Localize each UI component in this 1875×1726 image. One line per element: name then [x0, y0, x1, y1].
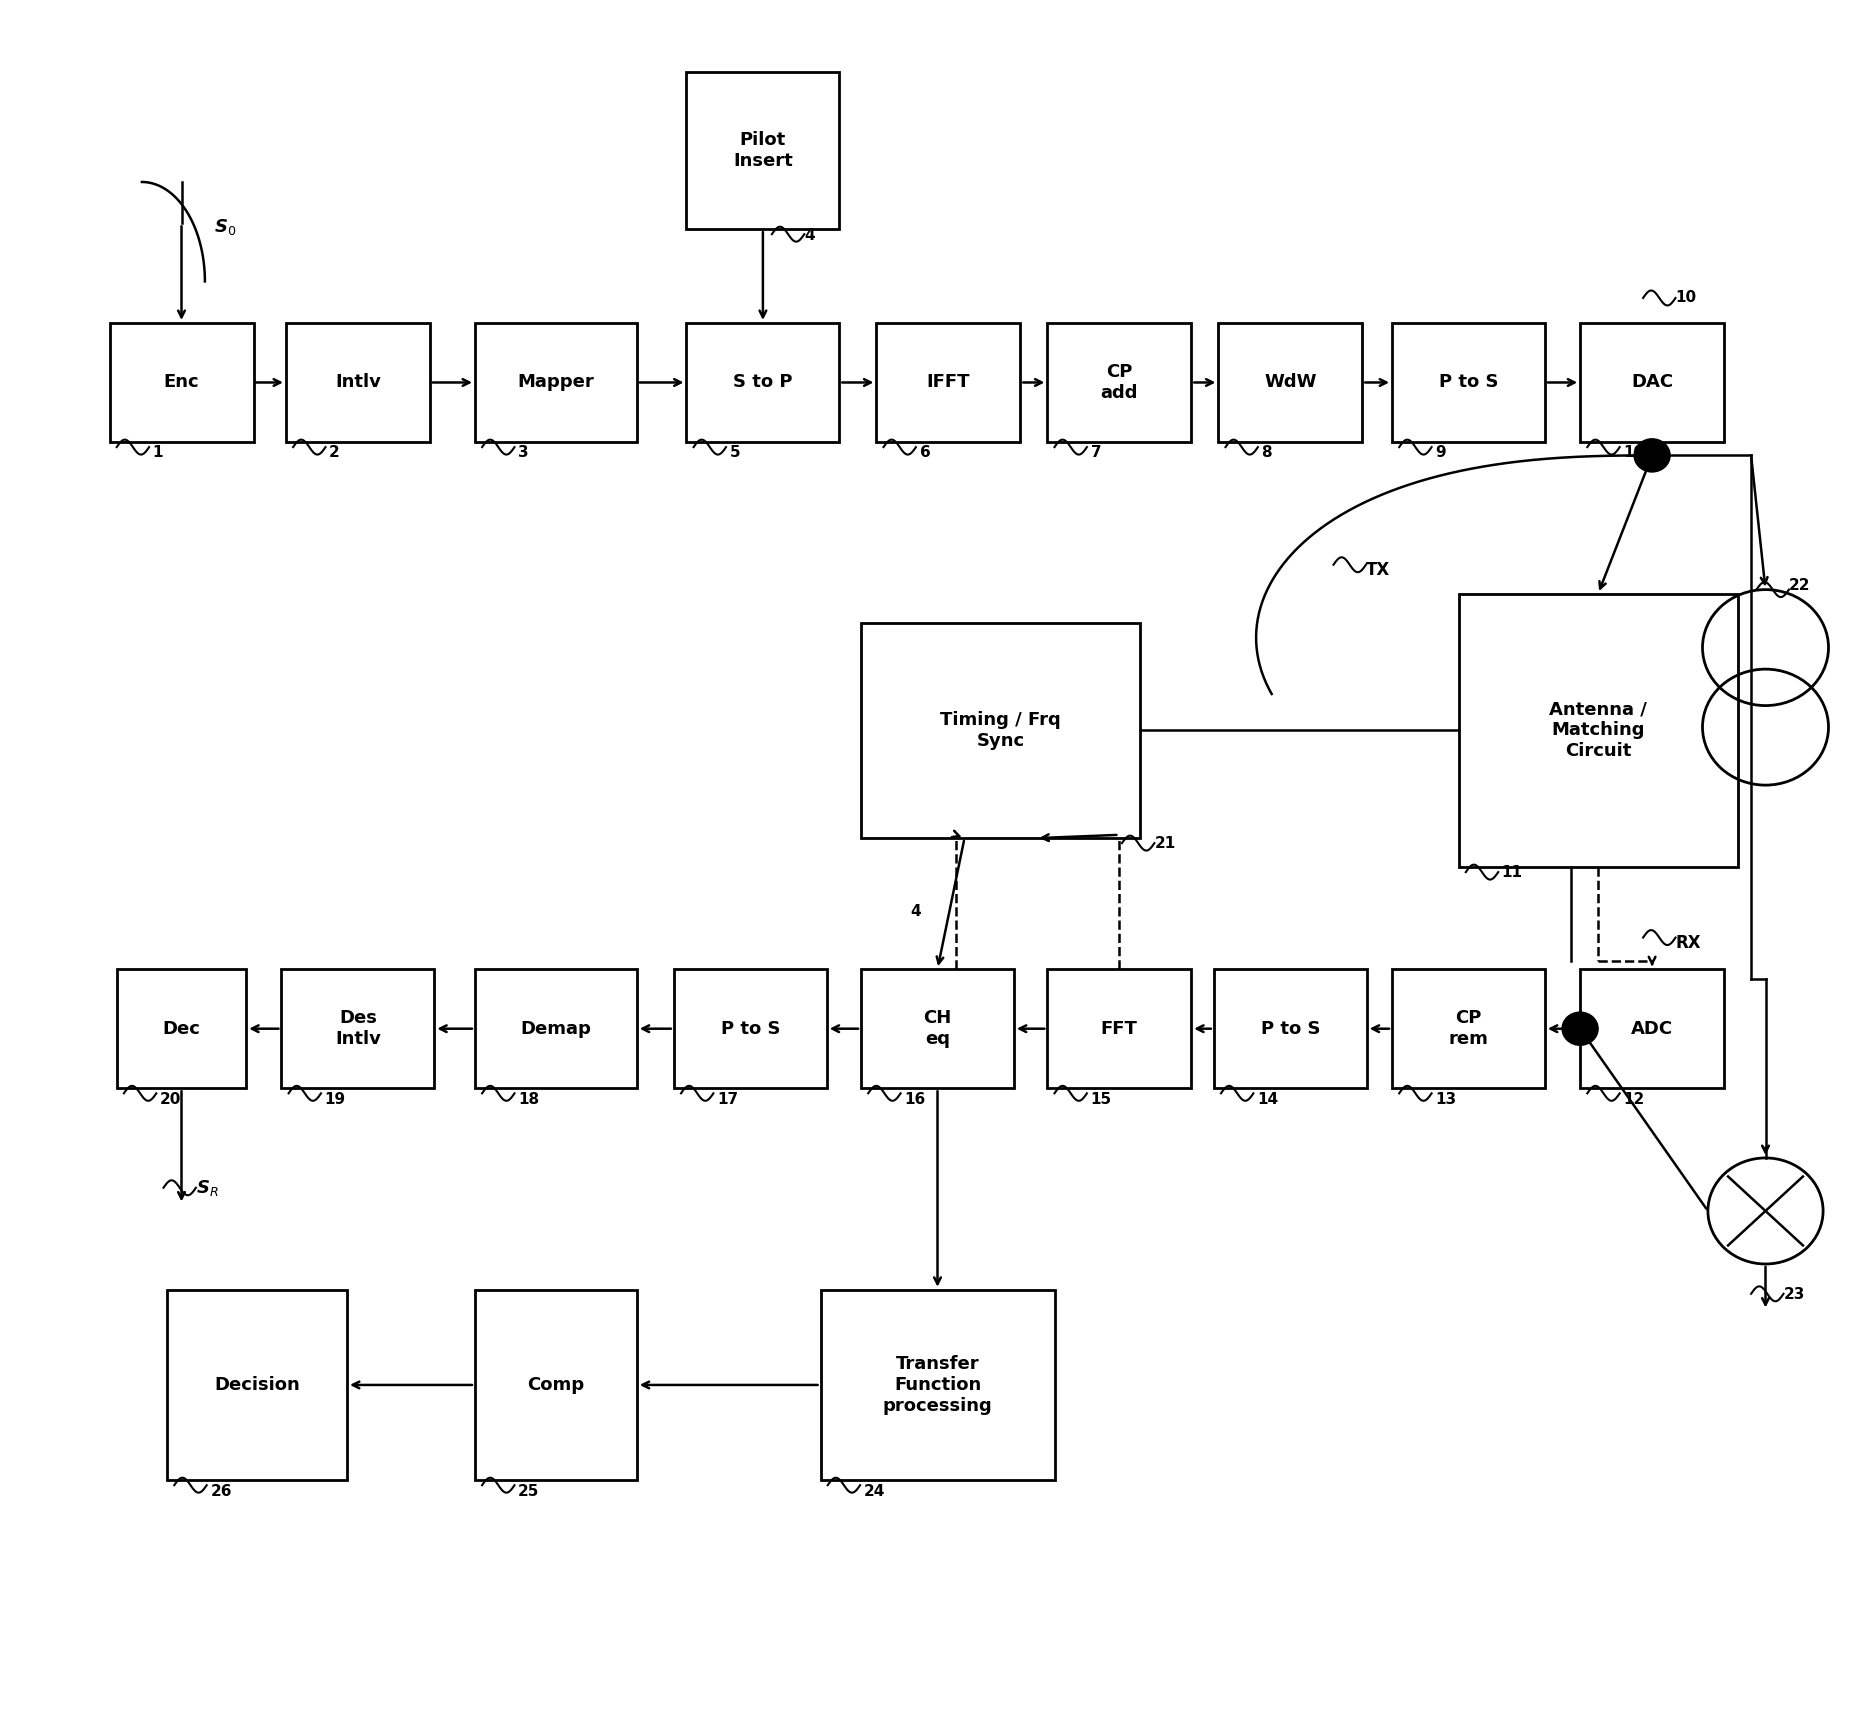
FancyBboxPatch shape: [861, 968, 1014, 1089]
Text: 1: 1: [152, 445, 163, 461]
FancyBboxPatch shape: [1213, 968, 1367, 1089]
Text: 26: 26: [210, 1484, 232, 1498]
Text: 4: 4: [911, 904, 921, 920]
FancyBboxPatch shape: [285, 323, 429, 442]
Text: 3: 3: [518, 445, 529, 461]
FancyBboxPatch shape: [876, 323, 1020, 442]
Text: 7: 7: [1091, 445, 1101, 461]
FancyBboxPatch shape: [1581, 968, 1725, 1089]
Text: 24: 24: [864, 1484, 885, 1498]
FancyBboxPatch shape: [686, 72, 840, 230]
FancyBboxPatch shape: [1459, 594, 1738, 866]
Text: Enc: Enc: [163, 373, 199, 392]
Text: 10: 10: [1624, 445, 1644, 461]
Text: 12: 12: [1624, 1091, 1644, 1106]
FancyBboxPatch shape: [673, 968, 827, 1089]
Text: 6: 6: [919, 445, 930, 461]
Text: 10: 10: [1676, 290, 1697, 306]
Text: P to S: P to S: [1438, 373, 1498, 392]
FancyBboxPatch shape: [1048, 968, 1191, 1089]
FancyBboxPatch shape: [167, 1289, 347, 1481]
Text: P to S: P to S: [1260, 1020, 1320, 1037]
Text: 5: 5: [729, 445, 741, 461]
Text: 18: 18: [518, 1091, 540, 1106]
Text: 17: 17: [716, 1091, 739, 1106]
Text: 23: 23: [1783, 1288, 1806, 1301]
Text: 2: 2: [330, 445, 339, 461]
Text: S$_R$: S$_R$: [195, 1177, 219, 1198]
Text: CP
add: CP add: [1101, 362, 1138, 402]
FancyBboxPatch shape: [1391, 323, 1545, 442]
Text: Mapper: Mapper: [518, 373, 594, 392]
Text: 11: 11: [1502, 865, 1522, 880]
Text: ADC: ADC: [1631, 1020, 1672, 1037]
Text: TX: TX: [1365, 561, 1389, 578]
Text: 15: 15: [1091, 1091, 1112, 1106]
Text: CH
eq: CH eq: [922, 1010, 952, 1048]
Text: S$_0$: S$_0$: [214, 217, 236, 236]
FancyBboxPatch shape: [1048, 323, 1191, 442]
Circle shape: [1635, 438, 1671, 471]
Text: CP
rem: CP rem: [1449, 1010, 1489, 1048]
Text: IFFT: IFFT: [926, 373, 969, 392]
FancyBboxPatch shape: [861, 623, 1140, 839]
FancyBboxPatch shape: [1391, 968, 1545, 1089]
Text: 21: 21: [1155, 837, 1176, 851]
Text: 22: 22: [1789, 578, 1811, 594]
Text: Des
Intlv: Des Intlv: [336, 1010, 381, 1048]
Text: 4: 4: [804, 228, 816, 243]
Text: 16: 16: [904, 1091, 926, 1106]
Text: Demap: Demap: [521, 1020, 591, 1037]
Text: 13: 13: [1434, 1091, 1457, 1106]
Text: S to P: S to P: [733, 373, 793, 392]
Text: Pilot
Insert: Pilot Insert: [733, 131, 793, 169]
FancyBboxPatch shape: [109, 323, 253, 442]
Text: Timing / Frq
Sync: Timing / Frq Sync: [939, 711, 1061, 749]
FancyBboxPatch shape: [281, 968, 435, 1089]
FancyBboxPatch shape: [686, 323, 840, 442]
Text: P to S: P to S: [720, 1020, 780, 1037]
FancyBboxPatch shape: [474, 1289, 638, 1481]
Text: 9: 9: [1434, 445, 1446, 461]
FancyBboxPatch shape: [1581, 323, 1725, 442]
Text: Antenna /
Matching
Circuit: Antenna / Matching Circuit: [1549, 701, 1646, 759]
Text: 25: 25: [518, 1484, 540, 1498]
Text: FFT: FFT: [1101, 1020, 1138, 1037]
Text: Decision: Decision: [214, 1376, 300, 1395]
FancyBboxPatch shape: [474, 968, 638, 1089]
Text: Comp: Comp: [527, 1376, 585, 1395]
Text: WdW: WdW: [1264, 373, 1316, 392]
Text: Intlv: Intlv: [336, 373, 381, 392]
Text: 8: 8: [1262, 445, 1271, 461]
Text: 14: 14: [1256, 1091, 1279, 1106]
Text: 20: 20: [159, 1091, 182, 1106]
Text: 19: 19: [324, 1091, 345, 1106]
Circle shape: [1562, 1011, 1598, 1046]
Text: Transfer
Function
processing: Transfer Function processing: [883, 1355, 992, 1415]
FancyBboxPatch shape: [116, 968, 246, 1089]
Text: DAC: DAC: [1631, 373, 1672, 392]
FancyBboxPatch shape: [821, 1289, 1054, 1481]
FancyBboxPatch shape: [474, 323, 638, 442]
Text: Dec: Dec: [163, 1020, 201, 1037]
FancyBboxPatch shape: [1219, 323, 1363, 442]
Text: RX: RX: [1676, 934, 1701, 951]
